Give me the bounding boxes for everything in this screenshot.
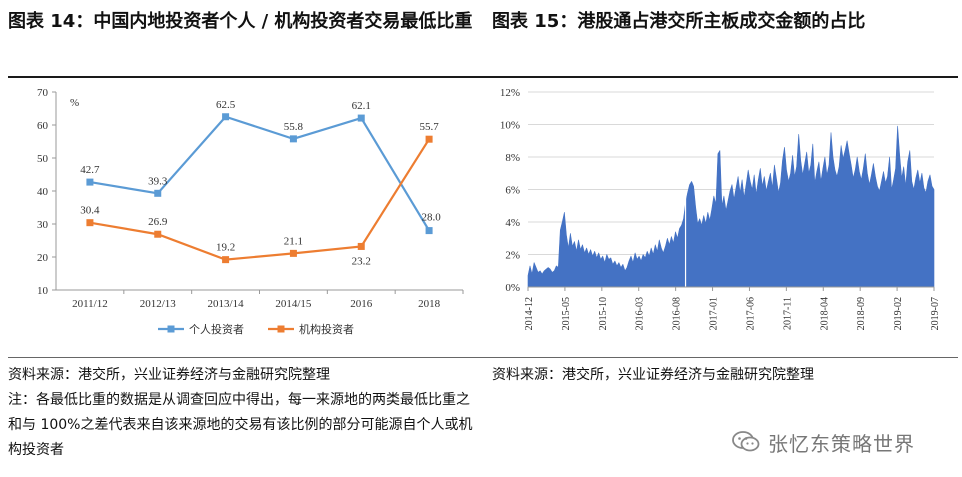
x-tick-label: 2016	[350, 298, 373, 310]
x-tick-label: 2015-05	[561, 297, 572, 330]
y-tick-label: 10	[37, 285, 49, 297]
source-divider	[8, 357, 958, 358]
right-source-text: 资料来源：港交所，兴业证券经济与金融研究院整理	[492, 367, 814, 383]
data-point	[289, 135, 297, 143]
watermark-text: 张忆东策略世界	[768, 431, 915, 456]
y-tick-label: 6%	[505, 185, 520, 197]
x-tick-label: 2019-07	[930, 297, 941, 330]
data-point	[425, 227, 433, 235]
legend-label: 机构投资者	[299, 322, 354, 336]
right-chart-title: 图表 15：港股通占港交所主板成交金额的占比	[492, 11, 866, 32]
data-label: 21.1	[284, 235, 303, 247]
area-series	[527, 125, 935, 288]
data-label: 30.4	[80, 205, 100, 217]
data-label: 28.0	[421, 212, 441, 224]
area-chart: 0% 2% 4% 6% 8% 10% 12% 2014-12 2015-05 2015-10 201…	[500, 87, 941, 330]
y-tick-label: 12%	[500, 87, 520, 99]
y-tick-label: 40	[37, 186, 49, 198]
y-tick-label: 20	[37, 252, 49, 264]
data-label: 62.1	[352, 100, 371, 112]
data-label: 19.2	[216, 242, 235, 254]
y-tick-label: 2%	[505, 250, 520, 262]
left-source-text: 资料来源：港交所，兴业证券经济与金融研究院整理	[8, 367, 330, 383]
y-tick-label: 0%	[505, 282, 520, 294]
data-point	[222, 256, 230, 264]
data-label: 62.5	[216, 99, 236, 111]
x-tick-label: 2018-09	[856, 297, 867, 330]
data-label: 23.2	[352, 255, 371, 267]
x-tick-label: 2014-12	[524, 297, 535, 330]
data-label: 42.7	[80, 164, 100, 176]
data-point	[357, 114, 365, 122]
watermark: 张忆东策略世界	[732, 424, 958, 460]
x-tick-label: 2017-01	[709, 297, 720, 330]
x-tick-label: 2014/15	[275, 298, 312, 310]
y-tick-label: 8%	[505, 152, 520, 164]
x-tick-label: 2018-04	[819, 297, 830, 330]
legend-marker	[277, 325, 285, 333]
data-label: 39.3	[148, 175, 168, 187]
data-point	[154, 230, 162, 238]
data-point	[357, 242, 365, 250]
x-tick-label: 2016-08	[672, 297, 683, 330]
data-point	[154, 189, 162, 197]
line-chart: 10 20 30 40 50 60 70% 2011/12 2012/13 2013/14 2014…	[37, 87, 464, 336]
x-tick-label: 2011/12	[72, 298, 108, 310]
data-point	[289, 249, 297, 257]
y-tick-label: 60	[37, 120, 49, 132]
y-tick-label: 50	[37, 153, 49, 165]
left-source-block: 资料来源：港交所，兴业证券经济与金融研究院整理 注：各最低比重的数据是从调查回应…	[8, 363, 478, 463]
x-tick-label: 2016-03	[635, 297, 646, 330]
x-tick-label: 2017-06	[745, 297, 756, 330]
x-tick-label: 2017-11	[782, 297, 793, 330]
data-label: 55.8	[284, 121, 304, 133]
y-tick-label: 70	[37, 87, 49, 99]
x-tick-label: 2012/13	[140, 298, 177, 310]
data-point	[86, 178, 94, 186]
data-point	[425, 135, 433, 143]
left-chart-title: 图表 14：中国内地投资者个人 / 机构投资者交易最低比重	[8, 11, 473, 32]
series-line-2	[89, 138, 431, 261]
wechat-icon	[732, 431, 760, 452]
y-tick-label: 4%	[505, 217, 520, 229]
data-point	[86, 219, 94, 227]
left-note-text: 注：各最低比重的数据是从调查回应中得出，每一来源地的两类最低比重之和与 100%…	[8, 392, 473, 458]
x-tick-label: 2013/14	[208, 298, 245, 310]
x-tick-label: 2015-10	[598, 297, 609, 330]
legend-label: 个人投资者	[189, 322, 244, 336]
data-label: 55.7	[419, 121, 439, 133]
x-tick-label: 2019-02	[893, 297, 904, 330]
data-label: 26.9	[148, 216, 168, 228]
legend-marker	[167, 325, 175, 333]
series-line-1	[89, 115, 431, 232]
title-divider	[8, 76, 958, 78]
data-point	[222, 113, 230, 121]
y-tick-label: 30	[37, 219, 49, 231]
right-source-block: 资料来源：港交所，兴业证券经济与金融研究院整理	[492, 363, 952, 388]
x-tick-label: 2018	[418, 298, 441, 310]
y-tick-label: 10%	[500, 120, 520, 132]
y-axis-unit: %	[70, 97, 79, 109]
